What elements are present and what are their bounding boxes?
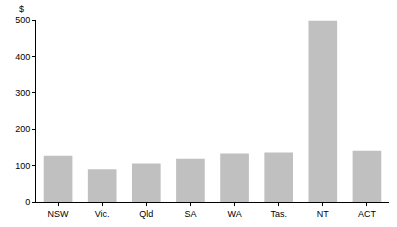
svg-text:Qld: Qld (139, 209, 153, 219)
svg-text:NSW: NSW (48, 209, 70, 219)
svg-text:200: 200 (15, 124, 30, 134)
svg-text:0: 0 (25, 197, 30, 207)
svg-text:500: 500 (15, 15, 30, 25)
svg-text:100: 100 (15, 161, 30, 171)
svg-text:ACT: ACT (358, 209, 377, 219)
svg-text:Vic.: Vic. (95, 209, 110, 219)
svg-text:$: $ (19, 4, 24, 14)
svg-text:Tas.: Tas. (270, 209, 287, 219)
svg-text:WA: WA (227, 209, 241, 219)
svg-text:400: 400 (15, 52, 30, 62)
svg-text:SA: SA (184, 209, 196, 219)
svg-text:300: 300 (15, 88, 30, 98)
svg-text:NT: NT (317, 209, 329, 219)
